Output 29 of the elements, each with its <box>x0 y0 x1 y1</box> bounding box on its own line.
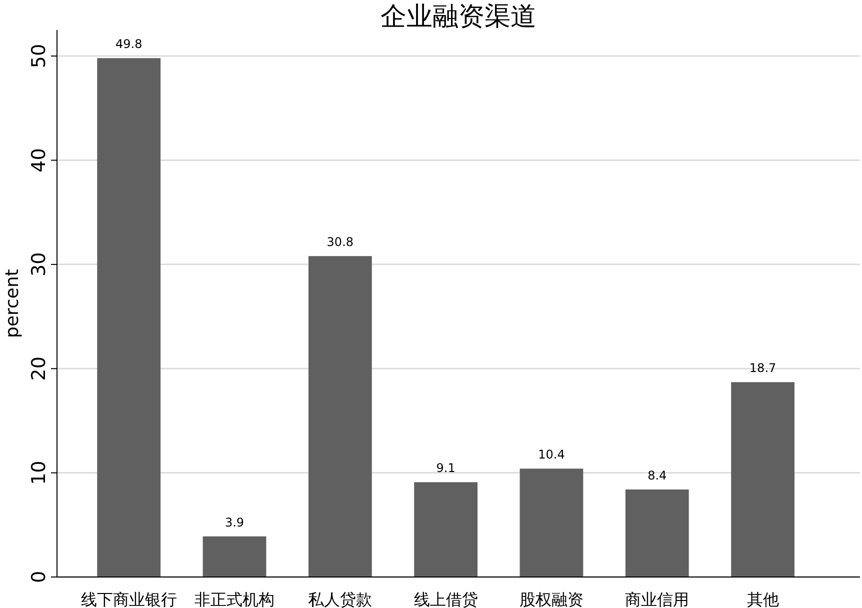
y-axis-title: percent <box>2 269 23 338</box>
chart-title: 企业融资渠道 <box>380 2 536 32</box>
x-tick-label: 线上借贷 <box>414 590 478 608</box>
y-tick-label: 0 <box>28 570 50 584</box>
data-label: 8.4 <box>648 468 667 482</box>
data-label: 18.7 <box>749 361 776 376</box>
data-label: 49.8 <box>115 37 142 52</box>
data-label: 10.4 <box>538 448 565 462</box>
x-tick-label: 商业信用 <box>625 590 690 608</box>
bar <box>731 382 794 577</box>
x-tick-label: 股权融资 <box>519 590 584 608</box>
data-label: 9.1 <box>436 461 456 476</box>
bar <box>308 256 372 577</box>
bar <box>520 468 584 577</box>
x-tick-label: 线下商业银行 <box>80 590 177 608</box>
bar <box>97 58 161 577</box>
y-tick-label: 20 <box>28 356 50 381</box>
data-label: 30.8 <box>326 235 354 250</box>
y-tick-label: 40 <box>28 148 50 172</box>
bar <box>202 536 266 577</box>
bar <box>414 482 478 577</box>
x-tick-label: 非正式机构 <box>194 590 275 608</box>
y-tick-label: 30 <box>28 252 50 277</box>
x-tick-label: 私人贷款 <box>308 590 372 608</box>
y-tick-label: 10 <box>28 460 50 485</box>
x-tick-label: 其他 <box>746 590 779 608</box>
data-label: 3.9 <box>224 515 244 530</box>
bar <box>625 489 689 577</box>
y-tick-label: 50 <box>28 44 50 68</box>
